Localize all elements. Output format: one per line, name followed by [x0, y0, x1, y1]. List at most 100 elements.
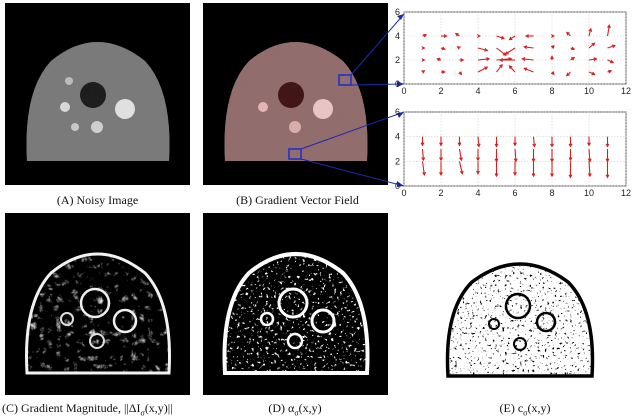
vector-arrowhead [459, 157, 463, 162]
x-tick-label: 0 [401, 188, 406, 198]
vector-arrow [421, 148, 424, 161]
vector-arrowhead [441, 70, 446, 74]
x-tick-label: 4 [475, 188, 480, 198]
vector-arrowhead [610, 59, 615, 64]
gradient-vector-field-image [203, 3, 388, 185]
vector-arrowhead [508, 65, 513, 70]
gradient-magnitude-image [5, 213, 190, 395]
caption-c-suffix: (x,y)|| [144, 401, 173, 415]
vector-arrow [496, 35, 505, 39]
vector-arrowhead [513, 172, 517, 177]
quiver-plot-upper: 0 2 4 6 8 10 12 0 2 4 6 [395, 7, 631, 96]
vector-arrowhead [476, 34, 481, 38]
vector-arrow [505, 47, 516, 55]
vector-arrowhead [499, 58, 504, 62]
vector-arrowhead [524, 34, 529, 38]
x-tick-label: 12 [621, 86, 631, 96]
caption-d-subscript: σ [294, 408, 299, 418]
vector-arrow [522, 58, 534, 61]
y-tick-label: 4 [395, 31, 400, 41]
vector-arrow [524, 67, 534, 73]
y-tick-label: 6 [395, 107, 400, 117]
quiver-plot-lower: 0 2 4 6 8 10 12 0 2 4 6 [395, 107, 631, 198]
vector-arrowhead [587, 142, 591, 147]
y-tick-label: 6 [395, 7, 400, 17]
vector-arrowhead [457, 142, 462, 147]
vector-arrow [532, 136, 535, 147]
caption-e: (E) cσ(x,y) [475, 401, 575, 417]
vector-arrowhead [420, 142, 425, 147]
alpha-image [203, 213, 388, 395]
vector-arrow [509, 65, 516, 73]
vector-arrowhead [550, 143, 554, 148]
vector-arrowhead [502, 52, 507, 56]
vector-arrowhead [565, 72, 570, 77]
x-tick-label: 12 [621, 188, 631, 198]
vector-arrowhead [587, 173, 592, 178]
caption-d-suffix: (x,y) [298, 401, 322, 415]
x-tick-label: 10 [584, 188, 594, 198]
vector-arrowhead [591, 42, 596, 47]
vector-arrowhead [521, 57, 526, 61]
vector-arrowhead [605, 143, 610, 148]
vector-arrowhead [593, 57, 598, 62]
vector-arrowhead [494, 173, 499, 178]
vector-arrow [477, 58, 490, 61]
y-tick-label: 0 [395, 181, 400, 191]
vector-arrowhead [550, 55, 554, 60]
vector-arrow [588, 161, 591, 177]
vector-arrow [421, 161, 425, 175]
vector-arrowhead [443, 34, 448, 38]
vector-arrow [524, 46, 534, 49]
vector-arrowhead [513, 158, 518, 163]
vector-arrowhead [608, 69, 613, 74]
vector-arrow [588, 42, 595, 49]
vector-arrowhead [531, 158, 536, 163]
vector-arrowhead [568, 143, 573, 148]
x-tick-label: 8 [549, 86, 554, 96]
vector-arrow [606, 25, 610, 37]
vector-arrowhead [508, 36, 513, 41]
vector-arrowhead [421, 70, 426, 74]
vector-arrowhead [587, 158, 592, 163]
vector-arrowhead [476, 157, 480, 162]
x-tick-label: 8 [549, 188, 554, 198]
vector-arrowhead [607, 24, 611, 29]
vector-arrowhead [423, 33, 428, 38]
vector-arrowhead [499, 63, 503, 68]
vector-arrow [514, 148, 517, 162]
vector-arrowhead [568, 174, 573, 179]
vector-arrowhead [422, 171, 426, 177]
vector-arrowhead [421, 46, 426, 50]
vector-arrow [458, 148, 462, 161]
vector-arrow [477, 47, 488, 51]
vector-arrowhead [421, 58, 426, 62]
vector-arrowhead [568, 157, 573, 162]
caption-d: (D) ασ(x,y) [240, 401, 350, 417]
caption-d-text: (D) α [268, 401, 295, 415]
vector-arrowhead [421, 157, 426, 162]
vector-arrowhead [571, 46, 576, 51]
vector-arrow [588, 58, 597, 61]
caption-a-text: (A) Noisy Image [56, 193, 139, 207]
vector-arrowhead [439, 172, 443, 177]
vector-arrow [496, 58, 512, 61]
x-tick-label: 6 [512, 188, 517, 198]
vector-arrow [477, 136, 480, 147]
x-tick-label: 2 [438, 86, 443, 96]
y-tick-label: 0 [395, 79, 400, 89]
zoom-box-upper [338, 74, 352, 86]
vector-arrowhead [588, 27, 593, 32]
vector-arrow [588, 28, 592, 37]
vector-arrow [477, 66, 488, 73]
x-tick-label: 2 [438, 188, 443, 198]
vector-arrow [588, 148, 591, 162]
vector-arrowhead [532, 143, 537, 148]
vector-arrowhead [504, 51, 509, 55]
vector-arrowhead [550, 44, 555, 49]
vector-arrowhead [476, 143, 481, 148]
vector-arrowhead [550, 173, 554, 178]
vector-arrowhead [513, 142, 517, 147]
noisy-image [5, 3, 190, 185]
vector-arrowhead [591, 71, 596, 76]
